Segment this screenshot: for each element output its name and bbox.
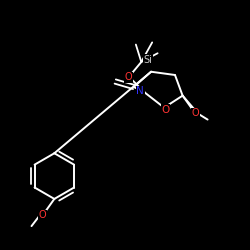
Text: N: N bbox=[136, 86, 144, 96]
Text: O: O bbox=[161, 105, 169, 115]
Text: O: O bbox=[192, 108, 200, 118]
Text: O: O bbox=[124, 72, 132, 82]
Text: Si: Si bbox=[144, 55, 152, 65]
Text: O: O bbox=[38, 210, 46, 220]
